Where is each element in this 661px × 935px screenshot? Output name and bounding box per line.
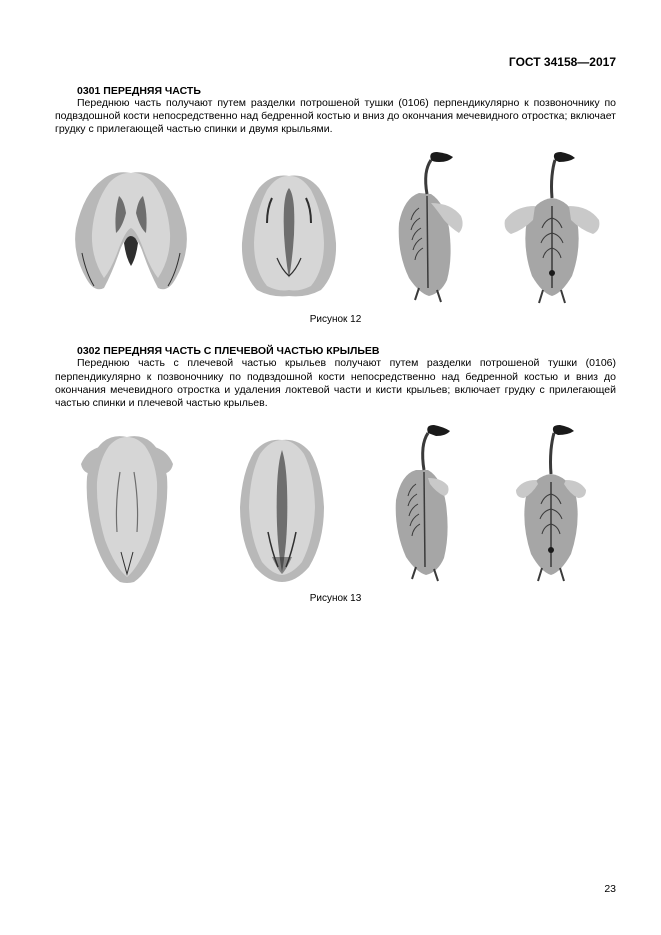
figure-row-12 <box>55 148 616 308</box>
figure-13-photo-back <box>220 422 345 587</box>
figure-caption-13: Рисунок 13 <box>55 593 616 604</box>
section-title-0302: 0302 ПЕРЕДНЯЯ ЧАСТЬ С ПЛЕЧЕВОЙ ЧАСТЬЮ КР… <box>55 345 616 357</box>
figure-12-photo-front <box>64 158 199 308</box>
figure-12-photo-back <box>227 158 352 308</box>
section-title-0301: 0301 ПЕРЕДНЯЯ ЧАСТЬ <box>55 85 616 97</box>
figure-row-13 <box>55 422 616 587</box>
figure-caption-12: Рисунок 12 <box>55 314 616 325</box>
page: ГОСТ 34158—2017 0301 ПЕРЕДНЯЯ ЧАСТЬ Пере… <box>0 0 661 935</box>
figure-13-diagram-side <box>376 422 466 587</box>
figure-12-diagram-front <box>497 148 607 308</box>
page-number: 23 <box>604 883 616 895</box>
figure-13-diagram-front <box>496 422 606 587</box>
figure-12-diagram-side <box>379 148 469 308</box>
document-header: ГОСТ 34158—2017 <box>55 55 616 69</box>
section-body-0301: Переднюю часть получают путем разделки п… <box>55 97 616 136</box>
figure-13-photo-front <box>65 422 190 587</box>
section-body-0302: Переднюю часть с плечевой частью крыльев… <box>55 357 616 410</box>
